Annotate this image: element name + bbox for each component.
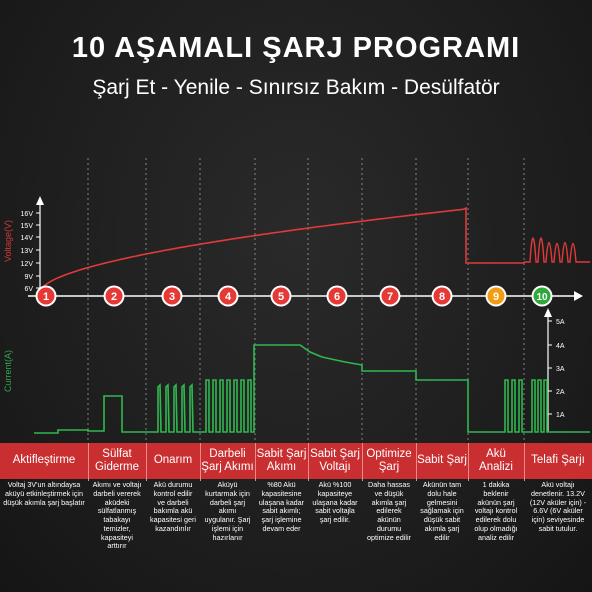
stage-badge-number: 10: [536, 292, 548, 303]
stage-description-9: 1 dakika beklenir akünün şarj voltajı ko…: [474, 480, 518, 542]
current-ticks: 5A 4A 3A 2A 1A: [548, 319, 565, 419]
stage-description-3: Akü durumu kontrol edilir ve darbeli bak…: [150, 480, 196, 533]
band-separator: [200, 443, 201, 481]
stage-dividers: [87, 158, 525, 443]
current-tick-label: 4A: [556, 343, 565, 350]
current-tick-label: 2A: [556, 389, 565, 396]
current-axis-arrow: [544, 308, 552, 317]
voltage-tick-label: 6V: [24, 286, 33, 293]
stage-description-10: Akü voltajı denetlenir. 13.2V (12V aküle…: [529, 480, 587, 533]
voltage-axis-label: Voltage(V): [3, 219, 13, 262]
stage-description-6: Akü %100 kapasiteye ulaşana kadar sabit …: [312, 480, 358, 525]
stage-title-5: Sabit Şarj Akımı: [256, 447, 307, 473]
stage-badge-number: 4: [225, 291, 232, 303]
voltage-tick-label: 15V: [21, 223, 34, 230]
stage-badge-9: [487, 287, 505, 305]
stage-description-5: %80 Akü kapasitesine ulaşana kadar sabit…: [258, 480, 305, 533]
voltage-pulse-curve: [524, 237, 590, 263]
stage-description-7: Daha hassas ve düşük akımla şarj edilere…: [367, 480, 411, 542]
voltage-tick-label: 14V: [21, 235, 34, 242]
voltage-tick-label: 16V: [21, 211, 34, 218]
stage-description-1: Voltaj 3V'un altındaysa aküyü etkinleşti…: [3, 480, 85, 507]
stage-title-9: Akü Analizi: [479, 447, 513, 473]
band-separator: [308, 443, 309, 481]
voltage-tick-label: 13V: [21, 248, 34, 255]
band-separator: [524, 443, 525, 481]
voltage-tick-label: 12V: [21, 261, 34, 268]
stage-badge-10: [533, 287, 551, 305]
current-tick-label: 1A: [556, 412, 565, 419]
stage-badge-8: [433, 287, 451, 305]
current-tick-label: 5A: [556, 319, 565, 326]
stage-badge-1: [37, 287, 55, 305]
stage-title-10: Telafi Şarjı: [531, 454, 585, 467]
voltage-curve: [39, 206, 525, 293]
stage-title-6: Sabit Şarj Voltajı: [310, 447, 360, 473]
current-axis-label: Current(A): [3, 349, 13, 392]
band-separator: [255, 443, 256, 481]
stage-badge-number: 1: [43, 291, 49, 303]
stage-badge-number: 6: [334, 291, 340, 303]
stage-badge-5: [272, 287, 290, 305]
page-title: 10 AŞAMALI ŞARJ PROGRAMI: [71, 32, 521, 64]
stage-title-1: Aktifleştirme: [12, 454, 76, 467]
band-separator: [468, 443, 469, 481]
stage-badge-number: 2: [111, 291, 117, 303]
stage-description-4: Aküyü kurtarmak için darbeli şarj akımı …: [204, 480, 251, 542]
stage-badge-number: 3: [169, 291, 175, 303]
stage-badge-number: 8: [439, 291, 445, 303]
stage-title-8: Sabit Şarj: [417, 454, 467, 467]
voltage-tick-label: 9V: [24, 274, 33, 281]
stage-badge-number: 9: [493, 291, 499, 303]
stage-description-2: Akımı ve voltajı darbeli vererek aküdeki…: [92, 480, 142, 551]
voltage-ticks: 16V 15V 14V 13V 12V 9V 6V: [21, 211, 40, 293]
page-subtitle: Şarj Et - Yenile - Sınırsız Bakım - Desü…: [92, 76, 500, 99]
stage-badge-4: [219, 287, 237, 305]
stage-title-band: [0, 443, 592, 479]
band-separator: [362, 443, 363, 481]
stage-badges: 1 2 3 4 5 6 7 8 9 10: [35, 285, 553, 307]
stage-title-4: Darbeli Şarj Akımı: [201, 447, 254, 473]
band-separator: [416, 443, 417, 481]
band-separator: [146, 443, 147, 481]
stage-description-8: Akünün tam dolu hale gelmesini sağlamak …: [420, 480, 464, 542]
band-separator: [88, 443, 89, 481]
stage-badge-2: [105, 287, 123, 305]
stage-title-7: Optimize Şarj: [366, 447, 412, 473]
stage-badge-number: 7: [387, 291, 393, 303]
stage-title-3: Onarım: [153, 454, 193, 467]
stage-badge-number: 5: [278, 291, 284, 303]
stage-badge-7: [381, 287, 399, 305]
stage-badge-3: [163, 287, 181, 305]
current-curve: [34, 344, 590, 434]
stage-title-2: Sülfat Giderme: [94, 447, 140, 473]
voltage-axis-arrow: [36, 196, 44, 205]
stage-badge-6: [328, 287, 346, 305]
current-tick-label: 3A: [556, 366, 565, 373]
stage-axis-arrow: [574, 291, 583, 301]
